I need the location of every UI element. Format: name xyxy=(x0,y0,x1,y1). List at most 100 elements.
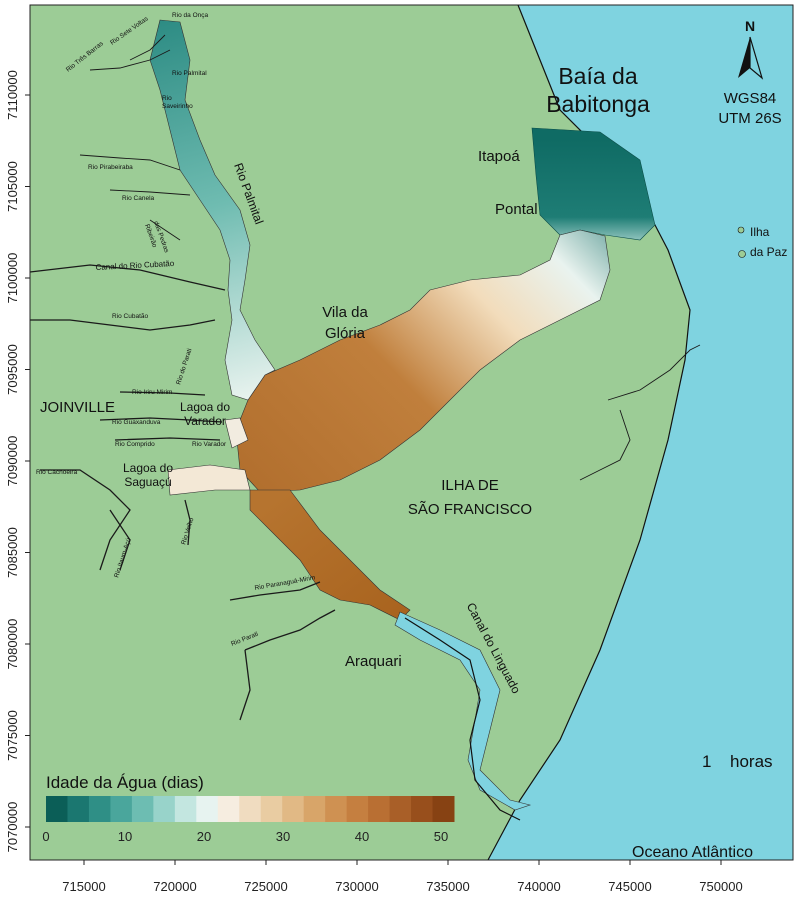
label-ilha-sf-1: ILHA DE xyxy=(441,477,499,494)
rio-comprido-line xyxy=(114,437,221,441)
canal-cubatao-line xyxy=(29,264,226,291)
rio-sete-voltas-line xyxy=(129,34,166,61)
island-channel xyxy=(579,344,701,481)
legend-swatch xyxy=(432,796,455,822)
rio-pirabeiraba-line xyxy=(79,154,181,171)
rio-guaxanduva-line xyxy=(99,417,223,423)
y-tick-label: 7070000 xyxy=(5,802,20,853)
time-unit: horas xyxy=(730,752,773,771)
label-itapoa: Itapoá xyxy=(478,148,520,165)
y-tick-label: 7095000 xyxy=(5,344,20,395)
legend-swatch xyxy=(196,796,219,822)
legend-swatch xyxy=(346,796,369,822)
legend-ticks: 0 10 20 30 40 50 xyxy=(42,829,448,844)
ocean-label: Oceano Atlântico xyxy=(632,844,753,861)
y-tick-label: 7105000 xyxy=(5,161,20,212)
ilha-da-paz-islet xyxy=(738,250,746,258)
legend-tick-label: 40 xyxy=(355,829,369,844)
legend-swatch xyxy=(174,796,197,822)
x-tick-label: 745000 xyxy=(608,879,651,894)
legend-title: Idade da Água (dias) xyxy=(46,773,204,792)
legend-swatch xyxy=(46,796,68,822)
map-frame xyxy=(29,4,794,861)
label-baia-line2: Babitonga xyxy=(546,91,650,117)
legend-tick-label: 50 xyxy=(434,829,448,844)
river-network xyxy=(29,34,336,721)
legend-colorbar xyxy=(46,796,455,822)
rio-paranagua-line xyxy=(229,581,321,601)
legend-swatch xyxy=(153,796,176,822)
rio-tres-barras-line xyxy=(89,49,171,71)
label-lagoa-varador-2: Varador xyxy=(184,414,226,428)
rio-parati-branch xyxy=(239,649,251,721)
label-ilha-sf-2: SÃO FRANCISCO xyxy=(408,501,532,518)
rio-cubatao-line xyxy=(30,319,216,331)
time-value: 1 xyxy=(702,752,711,771)
north-arrow-label: N xyxy=(745,18,755,34)
legend-swatch xyxy=(260,796,283,822)
label-joinville: JOINVILLE xyxy=(40,399,115,416)
label-lagoa-saguacu-1: Lagoa do xyxy=(123,461,173,475)
y-tick-label: 7100000 xyxy=(5,253,20,304)
legend-swatch xyxy=(88,796,111,822)
x-tick-label: 740000 xyxy=(517,879,560,894)
legend-tick-label: 0 xyxy=(42,829,49,844)
ribeirao-pedras-line xyxy=(149,219,181,241)
legend-swatch xyxy=(239,796,262,822)
south-channel-water xyxy=(249,489,411,621)
coastline xyxy=(487,4,691,861)
saguacu-inlet-water xyxy=(167,464,251,496)
legend-swatch xyxy=(282,796,305,822)
label-rio-canela: Rio Canela xyxy=(122,195,155,202)
linguado-canal-water xyxy=(394,611,532,811)
x-tick-label: 720000 xyxy=(153,879,196,894)
y-tick-label: 7090000 xyxy=(5,436,20,487)
legend-swatch xyxy=(389,796,412,822)
label-lagoa-saguacu-2: Saguaçú xyxy=(124,475,171,489)
palmital-channel-water xyxy=(149,19,276,401)
rio-itaum-line xyxy=(109,509,131,571)
label-rio-cachoeira: Rio Cachoeira xyxy=(36,469,78,476)
label-rio-palmital-small: Rio Palmital xyxy=(172,70,207,77)
label-rio-varador: Rio Varador xyxy=(192,441,227,448)
label-vila-gloria-2: Glória xyxy=(325,325,366,342)
ocean-area xyxy=(488,5,793,860)
y-tick-label: 7080000 xyxy=(5,619,20,670)
north-arrow-right xyxy=(749,36,764,80)
x-axis: 715000 720000 725000 730000 735000 740000 7450… xyxy=(62,860,743,894)
north-arrow-left xyxy=(738,37,750,78)
legend-swatch xyxy=(411,796,434,822)
x-tick-label: 730000 xyxy=(335,879,378,894)
y-tick-label: 7075000 xyxy=(5,710,20,761)
ilha-da-paz-islet xyxy=(737,226,745,234)
label-baia-line1: Baía da xyxy=(558,63,637,89)
label-canal-cubatao: Canal do Rio Cubatão xyxy=(95,259,175,272)
legend-tick-label: 10 xyxy=(118,829,132,844)
north-arrow: N xyxy=(738,18,764,80)
label-ilha-da-paz-2: da Paz xyxy=(750,245,787,259)
label-pontal: Pontal xyxy=(495,201,538,218)
x-tick-label: 750000 xyxy=(699,879,742,894)
rio-iriru-line xyxy=(119,391,206,396)
legend-swatch xyxy=(325,796,348,822)
varador-inlet-water xyxy=(224,417,249,449)
label-rio-onca: Rio da Onça xyxy=(172,12,209,19)
legend-tick-label: 30 xyxy=(276,829,290,844)
label-rio-comprido: Rio Comprido xyxy=(115,441,155,448)
label-rio-iriru-mirim: Rio Iriru Mirim xyxy=(132,389,172,396)
island-shore xyxy=(404,617,521,821)
crs-line-2: UTM 26S xyxy=(718,110,781,127)
y-tick-label: 7085000 xyxy=(5,527,20,578)
bay-mouth-water xyxy=(531,127,656,241)
label-rio-pirabeiraba: Rio Pirabeiraba xyxy=(88,164,133,171)
legend-swatch xyxy=(131,796,154,822)
y-axis: 7070000 7075000 7080000 7085000 7090000 70950… xyxy=(5,70,30,852)
label-rio-saveirinho-2: Saveirinho xyxy=(162,103,193,110)
legend-swatch xyxy=(303,796,326,822)
legend-swatch xyxy=(110,796,133,822)
x-tick-label: 725000 xyxy=(244,879,287,894)
label-ilha-da-paz-1: Ilha xyxy=(750,225,770,239)
rio-velho-line xyxy=(184,499,191,546)
label-araquari: Araquari xyxy=(345,653,402,670)
